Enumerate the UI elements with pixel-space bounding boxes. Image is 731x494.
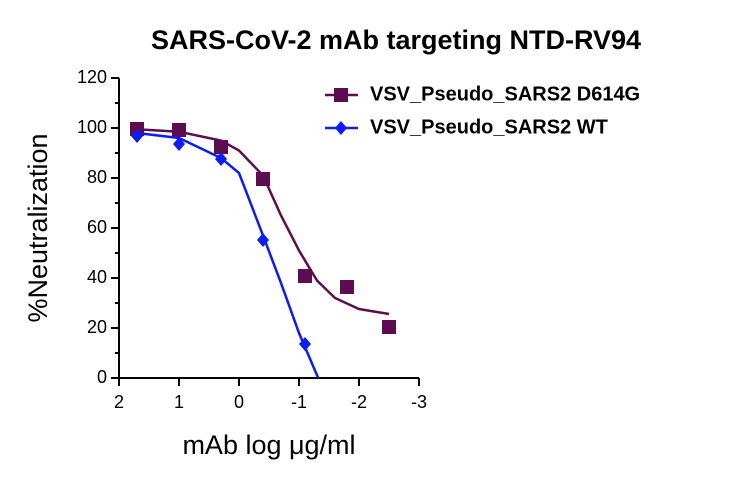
marker	[256, 172, 270, 186]
marker	[257, 233, 269, 247]
chart-title: SARS-CoV-2 mAb targeting NTD-RV94	[151, 25, 641, 55]
x-tick-label: 1	[174, 392, 184, 412]
legend-marker	[334, 88, 348, 102]
x-tick-label: -2	[351, 392, 367, 412]
marker	[172, 123, 186, 137]
legend-label: VSV_Pseudo_SARS2 D614G	[370, 83, 640, 105]
y-tick-label: 20	[87, 317, 107, 337]
y-tick-label: 0	[97, 367, 107, 387]
marker	[214, 140, 228, 154]
marker	[340, 280, 354, 294]
fit-curve	[136, 131, 320, 379]
marker	[215, 152, 227, 166]
fit-curve	[136, 128, 390, 316]
x-tick-label: -1	[291, 392, 307, 412]
y-tick-label: 100	[77, 117, 107, 137]
x-tick-label: 0	[234, 392, 244, 412]
marker	[298, 269, 312, 283]
marker	[299, 337, 311, 351]
legend-marker	[335, 121, 347, 135]
x-tick-label: -3	[411, 392, 427, 412]
legend-label: VSV_Pseudo_SARS2 WT	[370, 116, 608, 138]
marker	[173, 137, 185, 151]
x-axis-label: mAb log μg/ml	[182, 430, 355, 460]
marker	[131, 129, 143, 143]
y-tick-label: 60	[87, 217, 107, 237]
y-tick-label: 40	[87, 267, 107, 287]
x-tick-label: 2	[114, 392, 124, 412]
y-tick-label: 120	[77, 67, 107, 87]
marker	[382, 320, 396, 334]
y-axis-label: %Neutralization	[23, 133, 53, 322]
y-tick-label: 80	[87, 167, 107, 187]
